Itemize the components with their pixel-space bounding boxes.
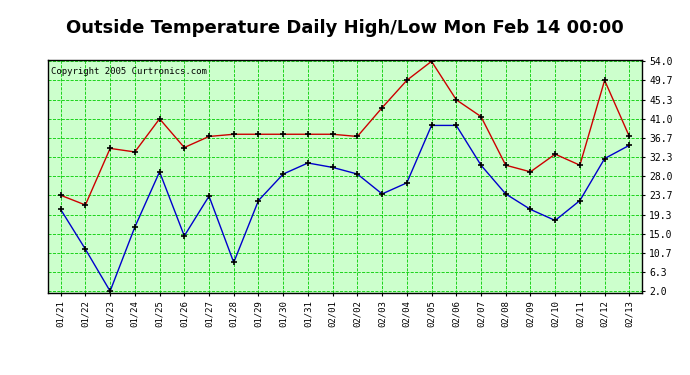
Text: Copyright 2005 Curtronics.com: Copyright 2005 Curtronics.com [51,67,207,76]
Text: Outside Temperature Daily High/Low Mon Feb 14 00:00: Outside Temperature Daily High/Low Mon F… [66,19,624,37]
